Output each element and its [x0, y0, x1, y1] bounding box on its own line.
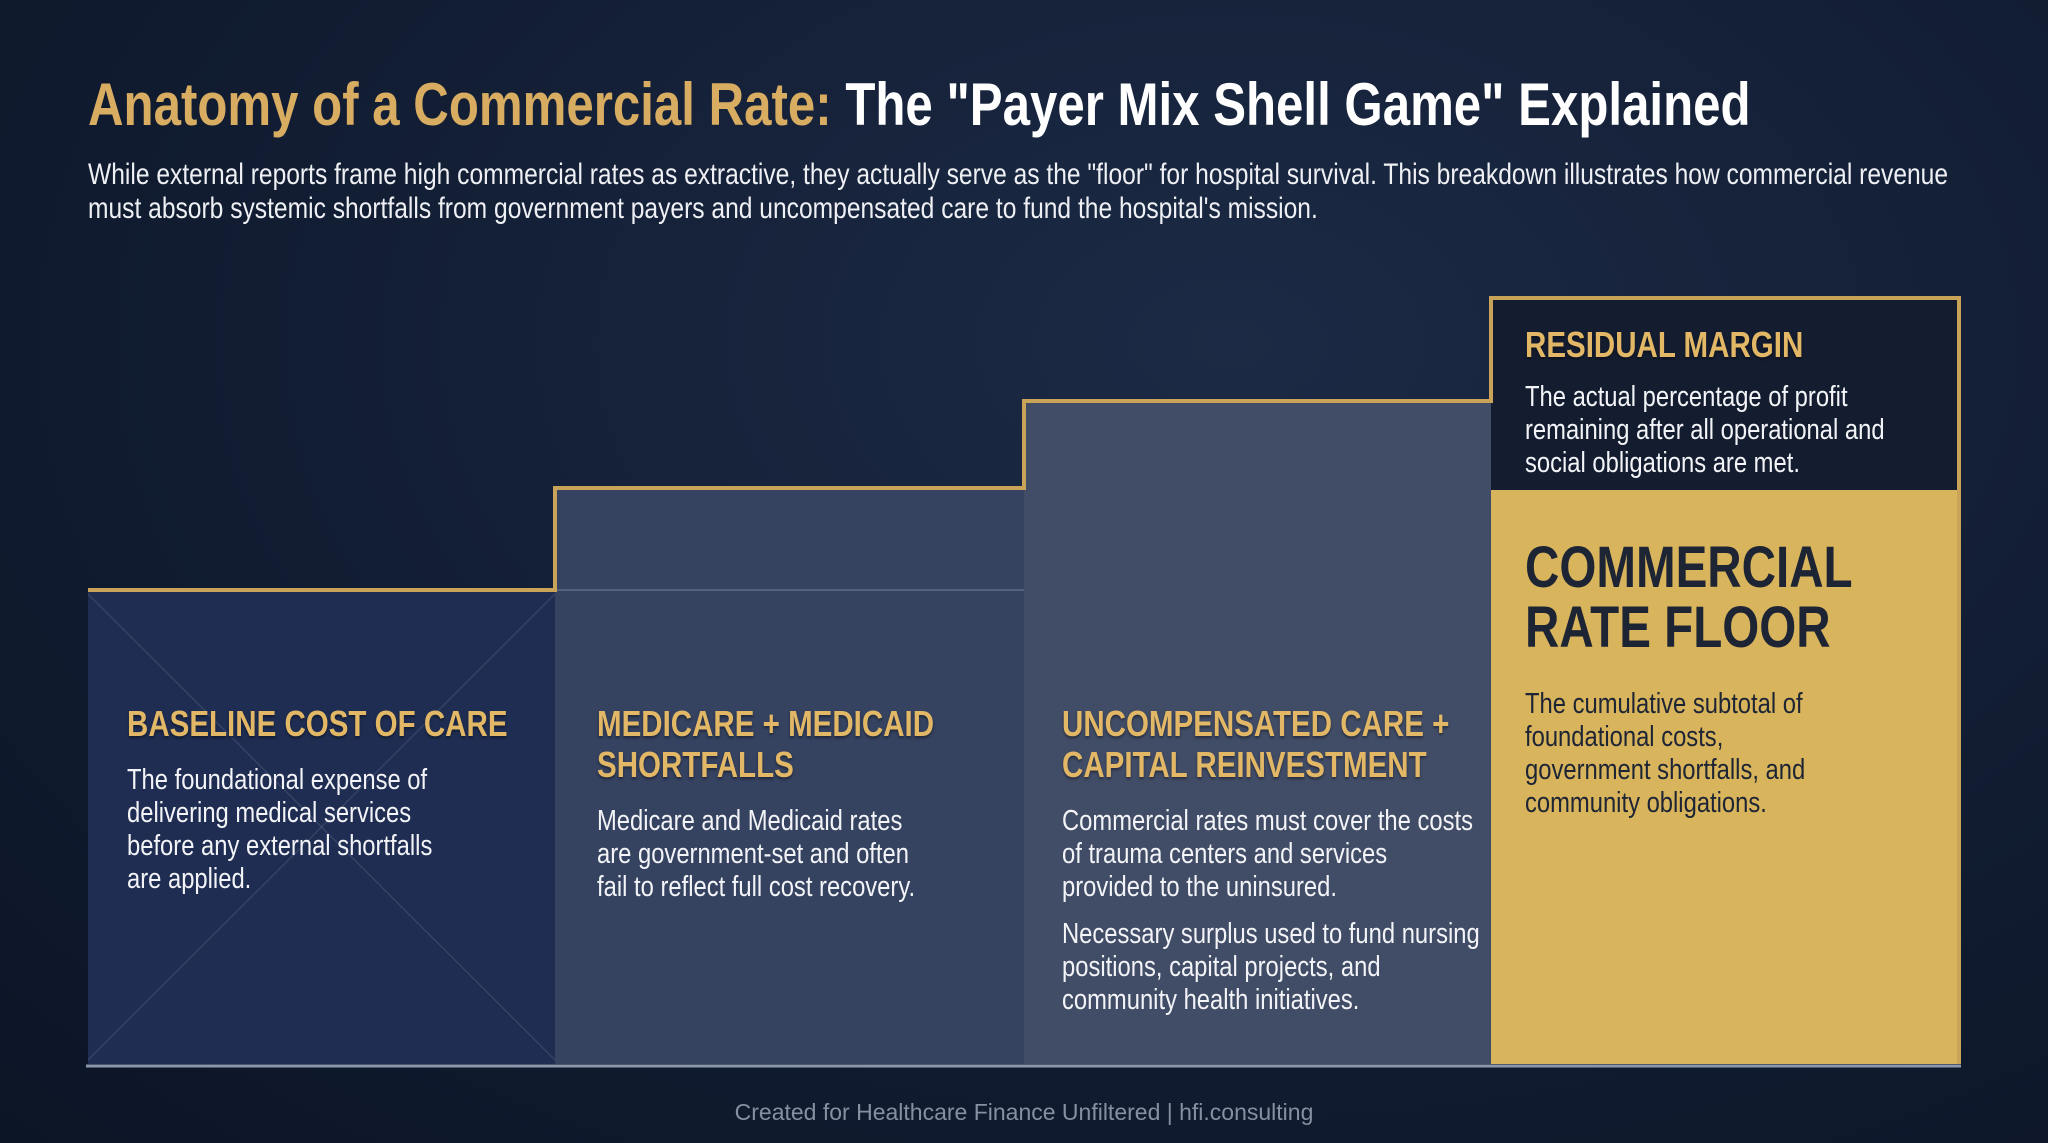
floor-text: COMMERCIAL RATE FLOOR The cumulative sub…: [1525, 538, 1951, 820]
step-title: MEDICARE + MEDICAID SHORTFALLS: [597, 703, 935, 785]
step-body: The foundational expense of delivering m…: [127, 764, 433, 895]
title-lead: Anatomy of a Commercial Rate:: [88, 71, 832, 138]
step-body: Commercial rates must cover the costs of…: [1062, 805, 1473, 903]
floor-body: The cumulative subtotal of foundational …: [1525, 688, 1806, 819]
subtitle: While external reports frame high commer…: [88, 158, 1949, 225]
step-text: BASELINE COST OF CARE The foundational e…: [127, 703, 529, 896]
title: Anatomy of a Commercial Rate: The "Payer…: [88, 70, 1751, 139]
step-baseline: [88, 590, 555, 1064]
residual-title: RESIDUAL MARGIN: [1525, 324, 1804, 365]
footer: Created for Healthcare Finance Unfiltere…: [734, 1099, 1314, 1125]
step-title: BASELINE COST OF CARE: [127, 703, 508, 744]
step-body: Necessary surplus used to fund nursing p…: [1062, 918, 1480, 1016]
step-text: MEDICARE + MEDICAID SHORTFALLS Medicare …: [597, 703, 958, 904]
floor-box: [1491, 490, 1959, 1064]
residual-text: RESIDUAL MARGIN The actual percentage of…: [1525, 324, 1951, 480]
step-medicare: [555, 488, 1024, 1064]
step-title: UNCOMPENSATED CARE + CAPITAL REINVESTMEN…: [1062, 703, 1450, 785]
step-uncompensated: [1024, 401, 1491, 1064]
decor-lines: [87, 593, 556, 1061]
residual-box: [1491, 298, 1959, 490]
floor-title: COMMERCIAL RATE FLOOR: [1525, 535, 1852, 660]
title-rest: The "Payer Mix Shell Game" Explained: [845, 71, 1751, 138]
residual-body: The actual percentage of profit remainin…: [1525, 381, 1885, 479]
step-text: UNCOMPENSATED CARE + CAPITAL REINVESTMEN…: [1062, 703, 1497, 1017]
step-outline: [88, 296, 1961, 1064]
step-body: Medicare and Medicaid rates are governme…: [597, 805, 916, 903]
